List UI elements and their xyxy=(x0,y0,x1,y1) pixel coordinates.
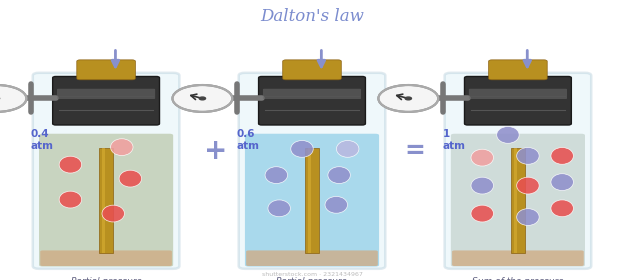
Ellipse shape xyxy=(325,197,348,213)
Ellipse shape xyxy=(102,205,124,222)
Text: 0.4
atm: 0.4 atm xyxy=(31,129,54,151)
Text: 1
atm: 1 atm xyxy=(442,129,466,151)
FancyBboxPatch shape xyxy=(514,148,517,253)
Ellipse shape xyxy=(551,174,573,190)
FancyBboxPatch shape xyxy=(33,73,180,269)
Ellipse shape xyxy=(328,167,350,183)
Ellipse shape xyxy=(268,200,290,217)
Circle shape xyxy=(378,85,438,112)
Ellipse shape xyxy=(110,139,133,156)
Ellipse shape xyxy=(336,141,359,157)
FancyBboxPatch shape xyxy=(246,250,378,266)
Text: Partial pressure
of oxygen: Partial pressure of oxygen xyxy=(71,277,142,280)
Ellipse shape xyxy=(471,177,494,194)
Text: 0.6
atm: 0.6 atm xyxy=(236,129,260,151)
FancyBboxPatch shape xyxy=(464,76,572,125)
FancyBboxPatch shape xyxy=(52,76,160,125)
Text: Dalton's law: Dalton's law xyxy=(260,8,364,25)
FancyBboxPatch shape xyxy=(451,134,585,267)
FancyBboxPatch shape xyxy=(77,60,135,80)
Ellipse shape xyxy=(497,127,519,143)
Text: shutterstock.com · 2321434967: shutterstock.com · 2321434967 xyxy=(261,272,363,277)
FancyBboxPatch shape xyxy=(258,76,366,125)
FancyBboxPatch shape xyxy=(245,134,379,267)
FancyBboxPatch shape xyxy=(39,134,173,267)
Circle shape xyxy=(172,85,232,112)
Ellipse shape xyxy=(551,200,573,217)
Ellipse shape xyxy=(471,149,494,166)
FancyBboxPatch shape xyxy=(444,73,591,269)
Ellipse shape xyxy=(59,156,82,173)
FancyBboxPatch shape xyxy=(283,60,341,80)
Ellipse shape xyxy=(517,209,539,225)
Ellipse shape xyxy=(471,205,494,222)
Circle shape xyxy=(0,85,26,112)
FancyBboxPatch shape xyxy=(305,148,319,253)
Ellipse shape xyxy=(291,141,313,157)
FancyBboxPatch shape xyxy=(102,148,105,253)
FancyBboxPatch shape xyxy=(238,73,385,269)
Text: Partial pressure
of Nitrogen: Partial pressure of Nitrogen xyxy=(276,277,348,280)
FancyBboxPatch shape xyxy=(469,89,567,99)
FancyBboxPatch shape xyxy=(308,148,311,253)
Ellipse shape xyxy=(119,170,142,187)
FancyBboxPatch shape xyxy=(99,148,113,253)
Text: =: = xyxy=(404,139,426,163)
Ellipse shape xyxy=(517,148,539,164)
FancyBboxPatch shape xyxy=(41,250,172,266)
FancyBboxPatch shape xyxy=(263,89,361,99)
Ellipse shape xyxy=(265,167,288,183)
Ellipse shape xyxy=(59,191,82,208)
FancyBboxPatch shape xyxy=(511,148,525,253)
Text: Sum of the pressure
of all the gasses: Sum of the pressure of all the gasses xyxy=(472,277,564,280)
Ellipse shape xyxy=(551,148,573,164)
Text: +: + xyxy=(203,137,227,165)
Ellipse shape xyxy=(517,177,539,194)
FancyBboxPatch shape xyxy=(57,89,155,99)
FancyBboxPatch shape xyxy=(489,60,547,80)
Circle shape xyxy=(199,97,205,100)
FancyBboxPatch shape xyxy=(452,250,583,266)
Circle shape xyxy=(405,97,411,100)
